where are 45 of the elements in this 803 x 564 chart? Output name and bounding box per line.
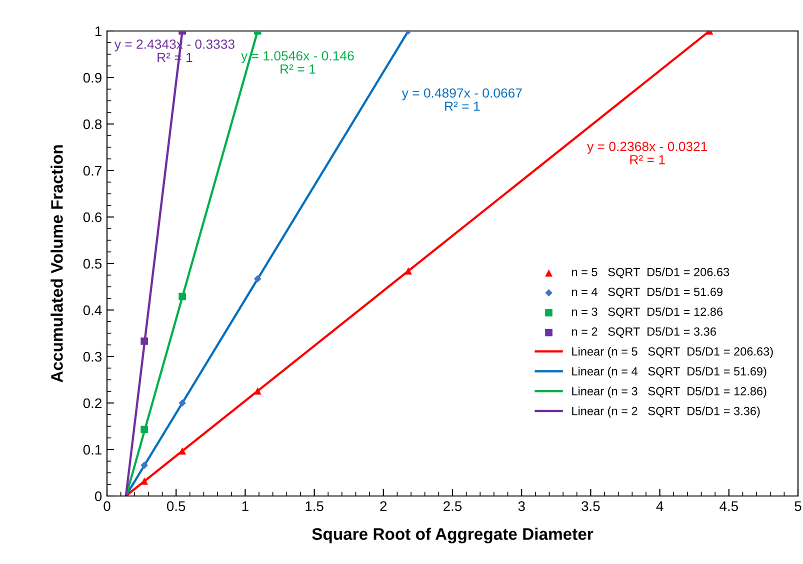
y-tick-label: 0.5 [83, 258, 102, 269]
y-axis-title: Accumulated Volume Fraction [50, 145, 63, 382]
y-tick-label: 0.3 [83, 352, 102, 362]
y-tick-label: 0 [94, 491, 102, 502]
annotation: y = 1.0546x - 0.146 R² = 1 [241, 51, 354, 74]
legend-label: n = 5 SQRT D5/D1 = 206.63 [572, 268, 730, 278]
legend-label: Linear (n = 2 SQRT D5/D1 = 3.36) [572, 406, 760, 418]
legend-label: n = 4 SQRT D5/D1 = 51.69 [572, 287, 722, 298]
y-tick-label: 0.8 [83, 119, 102, 130]
x-tick-label: 2 [380, 501, 387, 511]
legend-label: Linear (n = 5 SQRT D5/D1 = 206.63) [572, 346, 773, 358]
y-tick-label: 1 [95, 26, 102, 36]
y-tick-label: 0.7 [83, 166, 102, 176]
point [140, 426, 148, 434]
x-tick-label: 3 [518, 501, 525, 512]
point [178, 292, 186, 300]
point [140, 477, 148, 485]
x-tick-label: 3.5 [582, 501, 600, 512]
point [178, 399, 186, 407]
x-tick-label: 0 [104, 501, 110, 512]
x-tick-label: 1 [242, 501, 248, 511]
x-axis-title: Square Root of Aggregate Diameter [312, 528, 594, 544]
legend-label: Linear (n = 4 SQRT D5/D1 = 51.69) [572, 366, 766, 378]
legend-label: Linear (n = 3 SQRT D5/D1 = 12.86) [572, 386, 766, 398]
y-tick-label: 0.6 [83, 212, 102, 222]
legend-label: n = 3 SQRT D5/D1 = 12.86 [572, 307, 723, 318]
legend-label: n = 2 SQRT D5/D1 = 3.36 [572, 327, 716, 338]
x-tick-label: 4 [656, 501, 664, 511]
x-tick-label: 0.5 [166, 501, 186, 512]
x-tick-label: 1.5 [306, 501, 324, 512]
annotation: y = 0.2368x - 0.0321 R² = 1 [587, 142, 708, 164]
x-tick-label: 2.5 [444, 501, 462, 512]
y-tick-label: 0.4 [83, 305, 102, 316]
point [404, 267, 412, 275]
y-tick-label: 0.9 [83, 72, 102, 83]
y-tick-label: 0.2 [83, 398, 102, 408]
point [140, 462, 148, 469]
point [254, 387, 262, 395]
x-tick-label: 4.5 [720, 501, 738, 512]
y-tick-label: 0.1 [83, 444, 102, 455]
annotation: y = 0.4897x - 0.0667 R² = 1 [402, 88, 522, 111]
point [140, 337, 148, 345]
x-tick-label: 5 [794, 501, 802, 512]
point [254, 275, 262, 283]
point [178, 447, 186, 455]
